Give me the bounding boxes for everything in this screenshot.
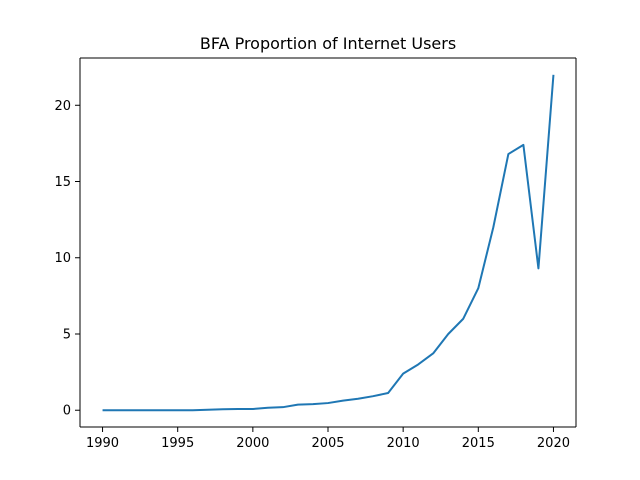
x-tick-label: 2020 <box>537 436 570 451</box>
chart-title: BFA Proportion of Internet Users <box>200 34 456 53</box>
plot-area <box>102 74 555 412</box>
x-tick-label: 1995 <box>161 436 194 451</box>
y-tick-label: 5 <box>63 327 71 342</box>
y-tick-label: 10 <box>54 251 71 266</box>
y-tick-label: 0 <box>63 404 71 419</box>
y-tick-label: 20 <box>54 99 71 114</box>
axes: 1990 1995 2000 2005 2010 2015 2020 0 5 10 15 20 <box>54 57 577 451</box>
x-tick-label: 2010 <box>387 436 420 451</box>
x-tick-label: 1990 <box>86 436 119 451</box>
y-tick-label: 15 <box>54 175 71 190</box>
x-tick-label: 2015 <box>462 436 495 451</box>
x-tick-label: 2005 <box>311 436 344 451</box>
x-tick-label: 2000 <box>236 436 269 451</box>
series-line-0 <box>102 74 555 412</box>
